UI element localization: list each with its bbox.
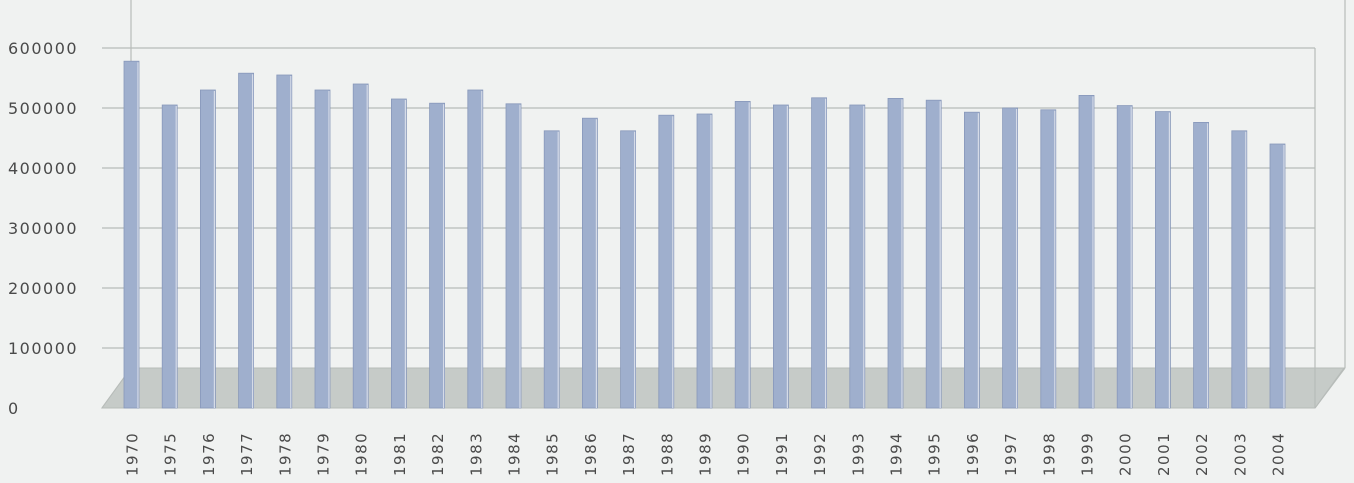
bar	[1079, 95, 1094, 408]
bar	[735, 101, 750, 408]
x-tick-label: 1997	[1002, 432, 1020, 476]
x-tick-label: 2002	[1193, 432, 1211, 476]
x-tick-label: 2001	[1155, 432, 1173, 476]
bar	[888, 98, 903, 408]
x-tick-label: 1981	[391, 432, 409, 476]
bar	[391, 99, 406, 408]
bar	[277, 75, 292, 408]
bar	[239, 73, 254, 408]
y-tick-label: 0	[8, 399, 20, 418]
bar	[430, 103, 445, 408]
x-tick-label: 1994	[888, 432, 906, 476]
bar	[1155, 112, 1170, 408]
bar	[468, 90, 483, 408]
bar	[506, 104, 521, 408]
bar	[659, 115, 674, 408]
x-tick-label: 1984	[506, 432, 524, 476]
y-tick-label: 500000	[8, 99, 78, 118]
x-tick-label: 2000	[1117, 432, 1135, 476]
x-tick-label: 1999	[1079, 432, 1097, 476]
bar	[1003, 108, 1018, 408]
x-tick-label: 1996	[964, 432, 982, 476]
x-tick-label: 2003	[1231, 432, 1249, 476]
bar	[850, 105, 865, 408]
x-tick-label: 1995	[926, 432, 944, 476]
y-tick-label: 100000	[8, 339, 78, 358]
x-tick-label: 1970	[124, 432, 142, 476]
bar	[697, 114, 712, 408]
x-tick-label: 1990	[735, 432, 753, 476]
y-axis-tick-labels: 0 100000 200000 300000 400000 500000 600000	[8, 39, 78, 418]
x-tick-label: 1982	[429, 432, 447, 476]
y-tick-label: 400000	[8, 159, 78, 178]
x-tick-label: 1979	[315, 432, 333, 476]
y-tick-label: 300000	[8, 219, 78, 238]
bar	[773, 105, 788, 408]
x-tick-label: 1992	[811, 432, 829, 476]
x-tick-label: 1989	[697, 432, 715, 476]
x-tick-label: 1976	[200, 432, 218, 476]
bar	[926, 100, 941, 408]
bar	[1194, 122, 1209, 408]
x-tick-label: 1978	[276, 432, 294, 476]
bar	[964, 112, 979, 408]
x-tick-label: 1988	[658, 432, 676, 476]
y-tick-label: 200000	[8, 279, 78, 298]
bar	[621, 131, 636, 408]
bar	[200, 90, 215, 408]
bar	[162, 105, 177, 408]
x-tick-label: 1985	[544, 432, 562, 476]
y-tick-label: 600000	[8, 39, 78, 58]
bar	[1041, 110, 1056, 408]
bar	[582, 118, 597, 408]
bar	[812, 98, 827, 408]
x-tick-label: 1975	[162, 432, 180, 476]
x-tick-label: 2004	[1270, 432, 1288, 476]
x-tick-label: 1993	[849, 432, 867, 476]
bar	[1232, 131, 1247, 408]
x-tick-label: 1987	[620, 432, 638, 476]
bar	[353, 84, 368, 408]
bars	[124, 61, 1285, 408]
bar	[1117, 106, 1132, 408]
x-tick-label: 1991	[773, 432, 791, 476]
bar	[124, 61, 139, 408]
x-tick-label: 1986	[582, 432, 600, 476]
bar	[1270, 144, 1285, 408]
bar	[544, 131, 559, 408]
x-tick-label: 1998	[1040, 432, 1058, 476]
x-tick-label: 1980	[353, 432, 371, 476]
x-tick-label: 1977	[238, 432, 256, 476]
x-axis-tick-labels: 1970 1975 1976 1977 1978 1979 1980 1981 1982 1983…	[124, 432, 1288, 476]
x-tick-label: 1983	[467, 432, 485, 476]
bar	[315, 90, 330, 408]
